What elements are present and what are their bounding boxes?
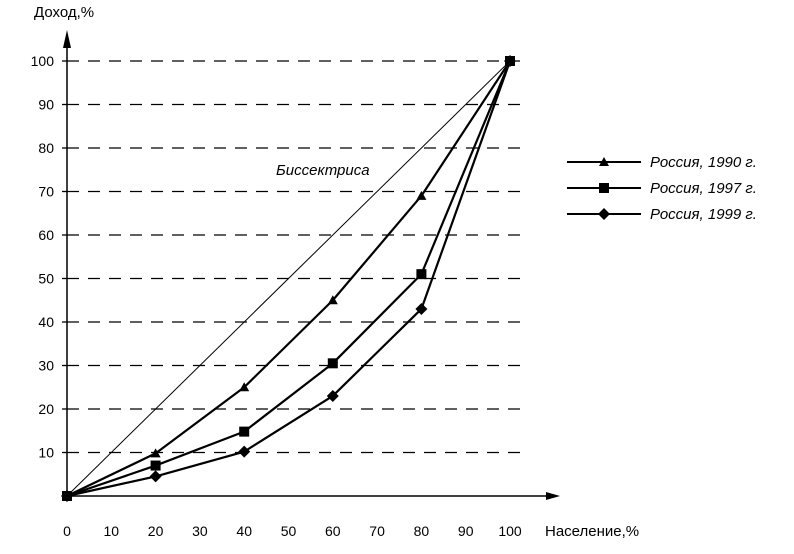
data-point-square [239, 426, 250, 437]
data-point-diamond [326, 389, 339, 402]
legend-marker-triangle [599, 157, 609, 166]
x-tick-label: 0 [63, 523, 71, 539]
data-point-diamond [61, 490, 73, 502]
x-axis-arrow [546, 492, 560, 500]
y-tick-label: 70 [38, 184, 54, 200]
x-axis-label: Население,% [545, 523, 639, 540]
legend-marker-square [599, 183, 609, 193]
data-point-diamond [149, 470, 162, 483]
y-tick-label: 10 [38, 445, 54, 461]
y-tick-label: 100 [31, 53, 55, 69]
series-line-2 [66, 60, 512, 498]
legend-label: Россия, 1990 г. [650, 154, 757, 171]
data-point-diamond [238, 445, 251, 458]
x-tick-label: 40 [236, 523, 252, 539]
legend: Россия, 1990 г. Россия, 1997 г. Россия, 19… [567, 154, 757, 223]
grid [67, 60, 525, 454]
x-tick-label: 100 [498, 523, 522, 539]
series-line-1 [66, 60, 511, 497]
x-tick-label: 20 [148, 523, 164, 539]
x-tick-label: 70 [369, 523, 385, 539]
legend-label: Россия, 1999 г. [650, 206, 757, 223]
x-tick-label: 80 [414, 523, 430, 539]
data-point-triangle [150, 448, 161, 458]
y-tick-label: 40 [38, 314, 54, 330]
data-point-triangle [327, 295, 338, 305]
data-point-triangle [416, 190, 427, 200]
legend-label: Россия, 1997 г. [650, 180, 757, 197]
series-line-3 [66, 60, 512, 498]
data-point-square [150, 460, 161, 471]
axes [62, 30, 560, 500]
y-axis-arrow [63, 30, 71, 48]
series-lines [66, 60, 512, 498]
bisector-annotation: Биссектриса [276, 162, 370, 179]
x-tick-label: 90 [458, 523, 474, 539]
data-point-square [327, 358, 338, 369]
y-tick-label: 80 [38, 140, 54, 156]
data-point-triangle [239, 382, 250, 392]
y-axis-label: Доход,% [34, 4, 94, 21]
y-tick-label: 90 [38, 97, 54, 113]
data-point-diamond [415, 302, 428, 315]
y-tick-label: 20 [38, 401, 54, 417]
y-tick-label: 30 [38, 358, 54, 374]
series-markers [61, 55, 516, 502]
data-point-square [416, 269, 427, 280]
x-tick-label: 30 [192, 523, 208, 539]
y-tick-label: 50 [38, 271, 54, 287]
tick-labels: 10 20 30 40 50 60 70 80 90 100 0 10 20 30 40 50 60 70 80 90… [31, 53, 522, 539]
y-tick-label: 60 [38, 227, 54, 243]
data-point-diamond [504, 55, 516, 67]
x-tick-label: 60 [325, 523, 341, 539]
legend-marker-diamond [598, 208, 610, 220]
bisector-line [66, 60, 511, 497]
x-tick-label: 10 [104, 523, 120, 539]
x-tick-label: 50 [281, 523, 297, 539]
